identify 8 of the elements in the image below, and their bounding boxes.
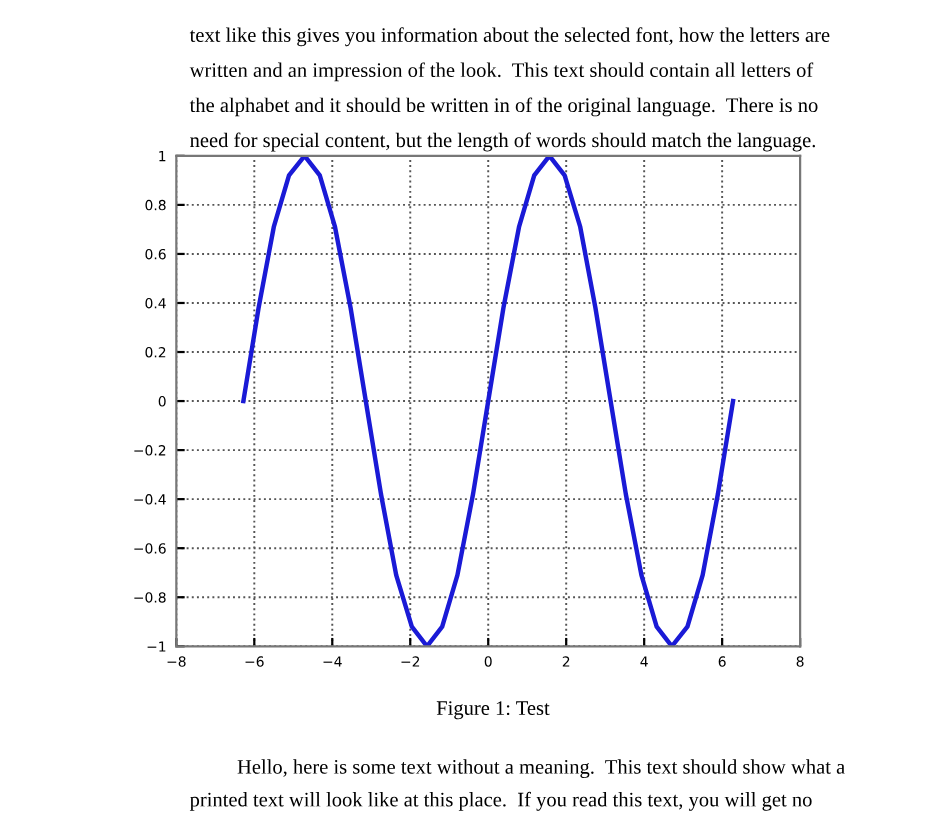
text: need for special content, but the length of words should match the language. — [190, 132, 816, 152]
text: written and an impression of the look. This text should contain all letters of — [189, 62, 814, 82]
text: the alphabet and it should be written in of the original language. There is no — [189, 97, 818, 117]
line-series — [241, 155, 736, 647]
text: printed text will look like at this place. If you read this text, you will get no — [189, 791, 812, 811]
text: Hello, here is some text without a meaning. This text should show what a — [237, 759, 845, 779]
text: text like this gives you information about the selected font, how the letters are — [189, 27, 830, 47]
caption: Figure 1: Test — [436, 701, 550, 720]
